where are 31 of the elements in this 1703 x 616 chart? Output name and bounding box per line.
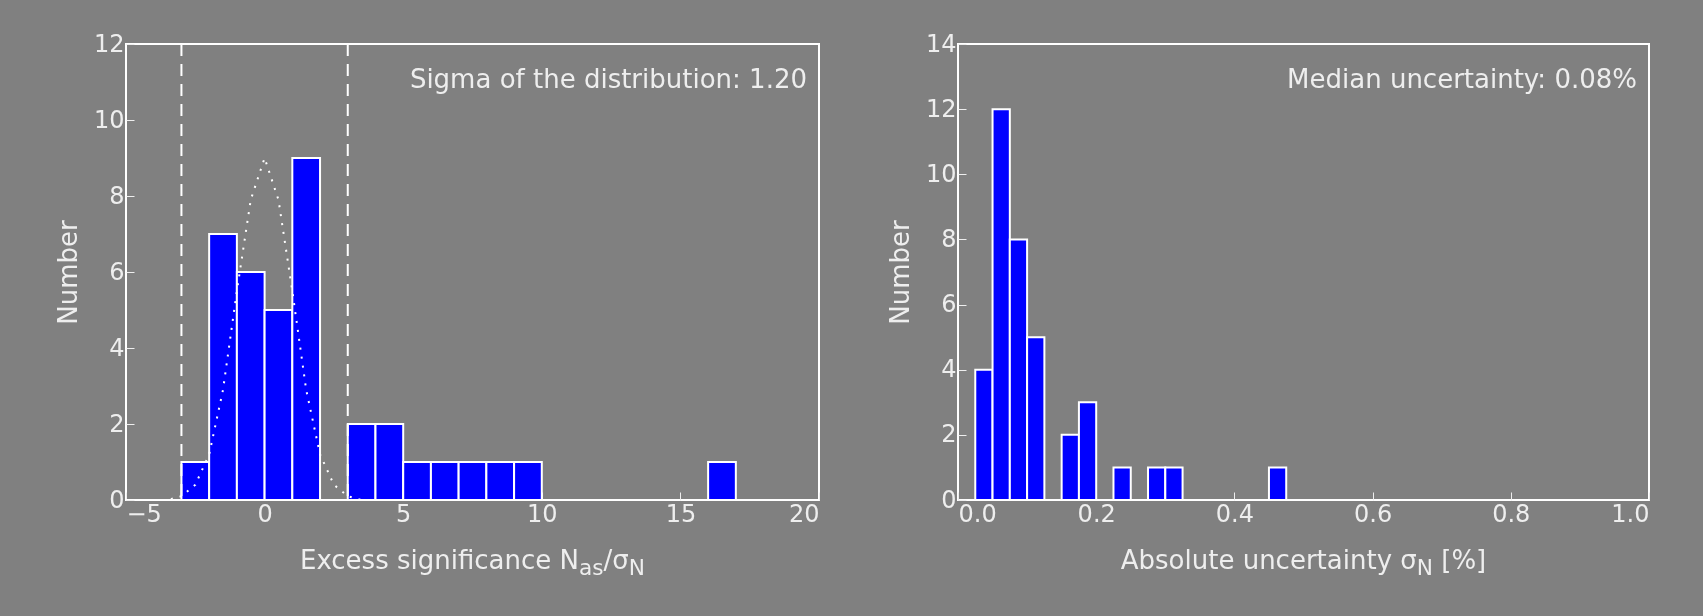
x-tick-label: 0.2 (1077, 499, 1116, 528)
y-tick-label: 4 (941, 355, 957, 384)
x-tick-label: 15 (665, 499, 697, 528)
y-tick-label: 2 (941, 420, 957, 449)
y-tick-label: 10 (925, 159, 957, 188)
annotation: Median uncertainty: 0.08% (1287, 64, 1637, 94)
x-tick-label: 5 (396, 499, 412, 528)
x-tick-label: 0.8 (1492, 499, 1531, 528)
y-tick-label: 12 (93, 29, 125, 58)
x-axis-title: Excess significance N$_{as}$/σ$_{N}$ (299, 545, 646, 581)
x-tick-label: 0.0 (958, 499, 997, 528)
y-tick-label: 8 (941, 224, 957, 253)
x-tick-label: 10 (527, 499, 558, 528)
y-tick-label: 4 (109, 333, 125, 362)
x-tick-label: 1.0 (1611, 499, 1650, 528)
y-axis-title: Number (884, 219, 915, 325)
annotation: Sigma of the distribution: 1.20 (409, 64, 807, 94)
y-tick-label: 6 (941, 290, 957, 319)
y-tick-label: 8 (109, 181, 125, 210)
y-tick-label: 14 (925, 29, 957, 58)
y-tick-label: 10 (93, 105, 125, 134)
x-tick-label: −5 (126, 499, 162, 528)
x-axis-title: Absolute uncertainty σ$_{N}$ [%] (1120, 545, 1487, 581)
y-tick-label: 12 (925, 94, 957, 123)
y-tick-label: 2 (109, 409, 125, 438)
y-tick-label: 6 (109, 257, 125, 286)
y-axis-title: Number (52, 219, 83, 325)
x-tick-label: 0 (257, 499, 273, 528)
x-tick-label: 0.4 (1215, 499, 1254, 528)
x-tick-label: 0.6 (1354, 499, 1393, 528)
x-tick-label: 20 (788, 499, 820, 528)
